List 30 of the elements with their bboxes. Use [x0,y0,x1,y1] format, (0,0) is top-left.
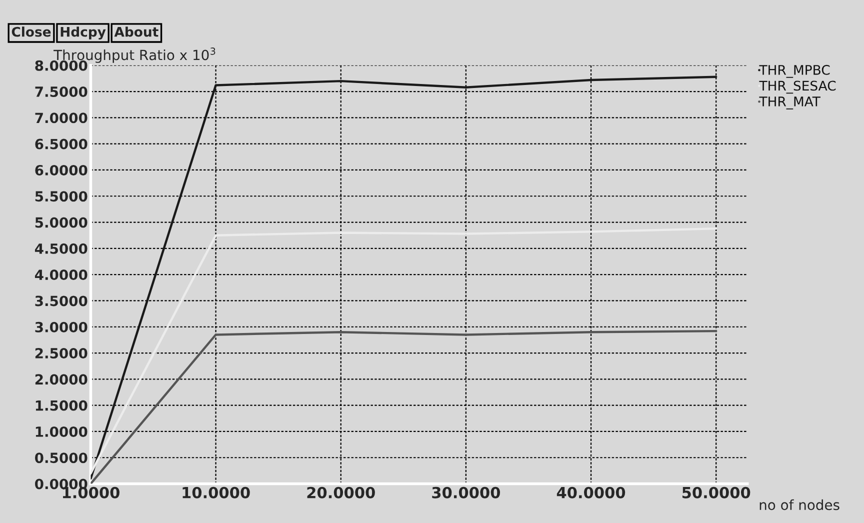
legend-label: THR_MPBC [759,64,830,78]
y-tick-label: 5.5000 [35,191,88,202]
text: Hdcpy [60,26,106,40]
x-tick-label: 40.0000 [556,486,626,498]
x-tick-label: 50.0000 [682,486,750,498]
y-tick-label: 1.5000 [36,400,88,411]
x-tick-label: 10.0000 [182,486,250,498]
y-tick-label: 4.5000 [34,243,88,254]
y-tick-label: 2.0000 [35,374,88,385]
y-tick-label: 6.0000 [35,164,88,176]
y-tick-label: 5.0000 [35,217,88,228]
y-tick-label: 7.0000 [35,112,88,124]
legend-label: THR_SESAC [759,80,836,94]
y-tick-label: 6.5000 [35,138,88,150]
legend-label: THR_MAT [759,96,820,110]
x-axis-title: no of nodes [760,499,840,510]
y-tick-label: 2.5000 [35,348,88,358]
y-tick-label: 7.5000 [35,86,88,97]
line-series [90,227,718,474]
y-tick-label: 0.5000 [35,452,88,464]
text: About [114,26,158,37]
line-series [90,76,718,480]
y-tick-label: 3.5000 [35,296,88,306]
text: Close [12,26,51,37]
y-tick-label: 4.0000 [34,270,88,280]
y-tick-label: 3.0000 [35,322,88,332]
y-tick-label: 1.0000 [36,426,88,437]
line-series [90,330,718,484]
x-tick-label: 30.0000 [432,486,500,498]
x-tick-label: 20.0000 [307,486,375,498]
